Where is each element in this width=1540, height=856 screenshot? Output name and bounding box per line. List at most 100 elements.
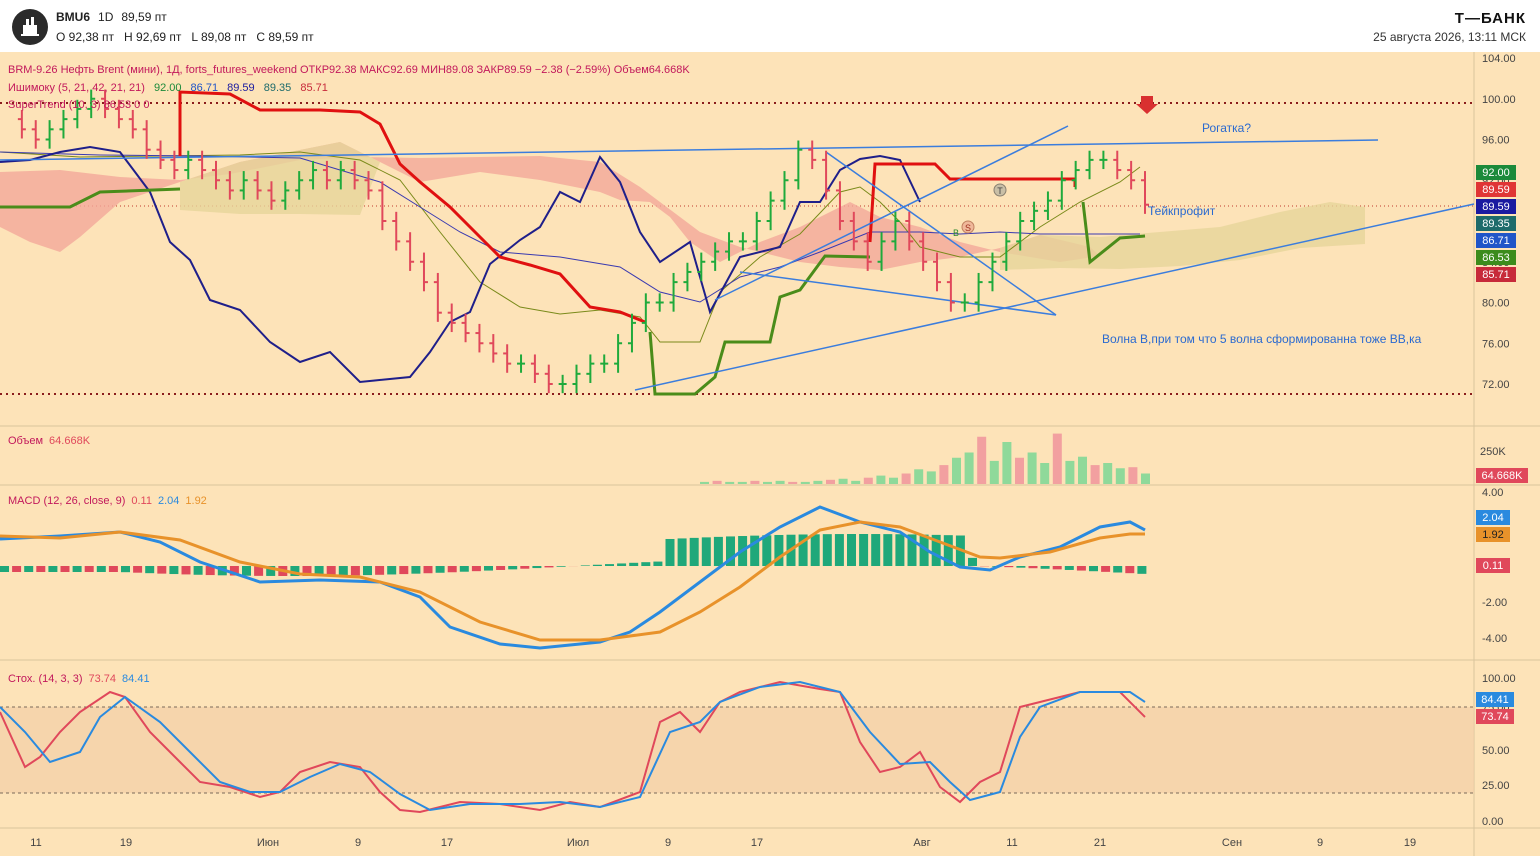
volume-bar — [700, 481, 709, 484]
macd-hist-bar — [108, 566, 118, 572]
stoch-k-line — [0, 680, 1146, 814]
volume-bar — [939, 465, 949, 484]
macd-hist-bar — [508, 566, 518, 570]
volume-bar — [977, 436, 987, 484]
legend-ichimoku: Ишимоку (5, 21, 42, 21, 21) 92.00 86.71 … — [8, 82, 328, 94]
ohlc-readout: O 92,38 пт H 92,69 пт L 89,08 пт C 89,59 пт — [56, 30, 324, 44]
time-tick: 11 — [1006, 837, 1017, 849]
macd-hist-bar — [496, 566, 506, 570]
macd-hist-bar — [0, 566, 9, 572]
stoch-d-badge-text: 84.41 — [1481, 694, 1509, 706]
macd-hist-bar — [677, 538, 687, 566]
volume-bar — [1103, 463, 1113, 484]
macd-tick: -4.00 — [1482, 633, 1507, 645]
price-badge-text: 89.59 — [1482, 201, 1510, 213]
macd-hist-bar — [229, 566, 239, 576]
price-tick: 104.00 — [1482, 53, 1516, 65]
macd-hist-bar — [883, 534, 893, 566]
low-value: L 89,08 пт — [191, 30, 247, 44]
macd-hist-bar — [447, 566, 457, 573]
volume-bar — [889, 477, 898, 484]
volume-badge — [1476, 468, 1528, 483]
macd-hist-bar — [72, 566, 82, 572]
volume-bar — [952, 457, 961, 484]
macd-hist-bar — [701, 537, 711, 566]
price-tick: 96.00 — [1482, 135, 1510, 147]
macd-hist-bar — [314, 566, 324, 576]
stoch-tick: 25.00 — [1482, 780, 1510, 792]
marker-s — [961, 220, 975, 234]
legend-volume: Объем 64.668K — [8, 435, 91, 447]
price-tick: 100.00 — [1482, 94, 1516, 106]
macd-histogram — [0, 534, 1147, 576]
time-tick: 11 — [30, 837, 41, 849]
macd-hist-bar — [435, 566, 445, 573]
hist-badge-text: 0.11 — [1483, 560, 1504, 572]
macd-hist-bar — [84, 566, 94, 572]
macd-hist-bar — [1040, 566, 1050, 569]
price-badge — [1476, 267, 1516, 282]
macd-hist-bar — [726, 536, 735, 566]
macd-v1: 0.11 — [131, 495, 152, 507]
time-tick: 19 — [1404, 837, 1416, 849]
stoch-tick: 50.00 — [1482, 745, 1510, 757]
macd-hist-bar — [629, 562, 639, 566]
open-value: O 92,38 пт — [56, 30, 115, 44]
legend-main: BRM-9.26 Нефть Brent (мини), 1Д, forts_f… — [8, 64, 690, 76]
macd-hist-bar — [411, 566, 421, 574]
volume-bar — [750, 480, 760, 484]
supertrend-green-1 — [0, 187, 181, 209]
stoch-k-badge — [1476, 709, 1514, 724]
macd-hist-bar — [605, 564, 614, 566]
stoch-tick: 100.00 — [1482, 673, 1516, 685]
macd-hist-bar — [484, 566, 493, 571]
volume-bar — [1002, 442, 1012, 484]
ichimoku-v2: 86.71 — [191, 82, 219, 94]
hist-badge — [1476, 558, 1510, 573]
price-badge — [1476, 165, 1516, 180]
price-tick: 76.00 — [1482, 338, 1510, 350]
macd-hist-bar — [350, 566, 360, 576]
last-price: 89,59 пт — [121, 10, 167, 24]
supertrend-green-2 — [648, 254, 871, 396]
macd-badge — [1476, 510, 1510, 525]
time-tick: 9 — [355, 837, 361, 849]
down-arrow-icon — [1136, 96, 1158, 114]
macd-hist-bar — [302, 566, 312, 576]
signal-line — [0, 520, 1145, 642]
interval[interactable]: 1D — [98, 10, 114, 24]
symbol-name[interactable]: BMU6 — [56, 10, 91, 24]
macd-hist-bar — [665, 538, 675, 566]
macd-tick: -2.00 — [1482, 597, 1507, 609]
chart-area[interactable]: T S B Рогатка? Тейкпрофит Волна В,при то… — [0, 52, 1540, 856]
macd-hist-bar — [242, 566, 251, 576]
volume-label: Объем — [8, 435, 43, 447]
ichimoku-cloud-bull — [1000, 202, 1365, 270]
brand-logo: Т—БАНК — [1454, 10, 1526, 27]
time-tick: Авг — [913, 837, 930, 849]
volume-badge-text: 64.668K — [1482, 470, 1524, 482]
macd-hist-bar — [133, 566, 143, 573]
trendline-upper — [0, 139, 1379, 161]
volume-bar — [763, 481, 772, 484]
volume-bar — [1052, 433, 1062, 484]
marker-t-label: T — [997, 186, 1003, 196]
macd-hist-bar — [1052, 566, 1062, 570]
price-badge-text: 86.53 — [1482, 252, 1510, 264]
volume-bar — [737, 481, 747, 484]
macd-hist-bar — [193, 566, 203, 575]
macd-hist-bar — [822, 534, 832, 566]
macd-hist-bar — [1076, 566, 1086, 571]
price-badge-text: 89.35 — [1482, 218, 1510, 230]
symbol-info[interactable]: BMU6 1D 89,59 пт — [56, 10, 167, 24]
time-tick: 19 — [120, 837, 132, 849]
macd-hist-bar — [375, 566, 385, 575]
ichimoku-v3: 89.59 — [227, 82, 255, 94]
candles-group — [17, 89, 1149, 394]
volume-bar — [813, 480, 823, 484]
macd-hist-bar — [459, 566, 469, 572]
volume-bar — [725, 481, 735, 484]
volume-bar — [1141, 473, 1150, 484]
volume-bar — [1065, 460, 1075, 484]
macd-hist-bar — [907, 534, 917, 566]
